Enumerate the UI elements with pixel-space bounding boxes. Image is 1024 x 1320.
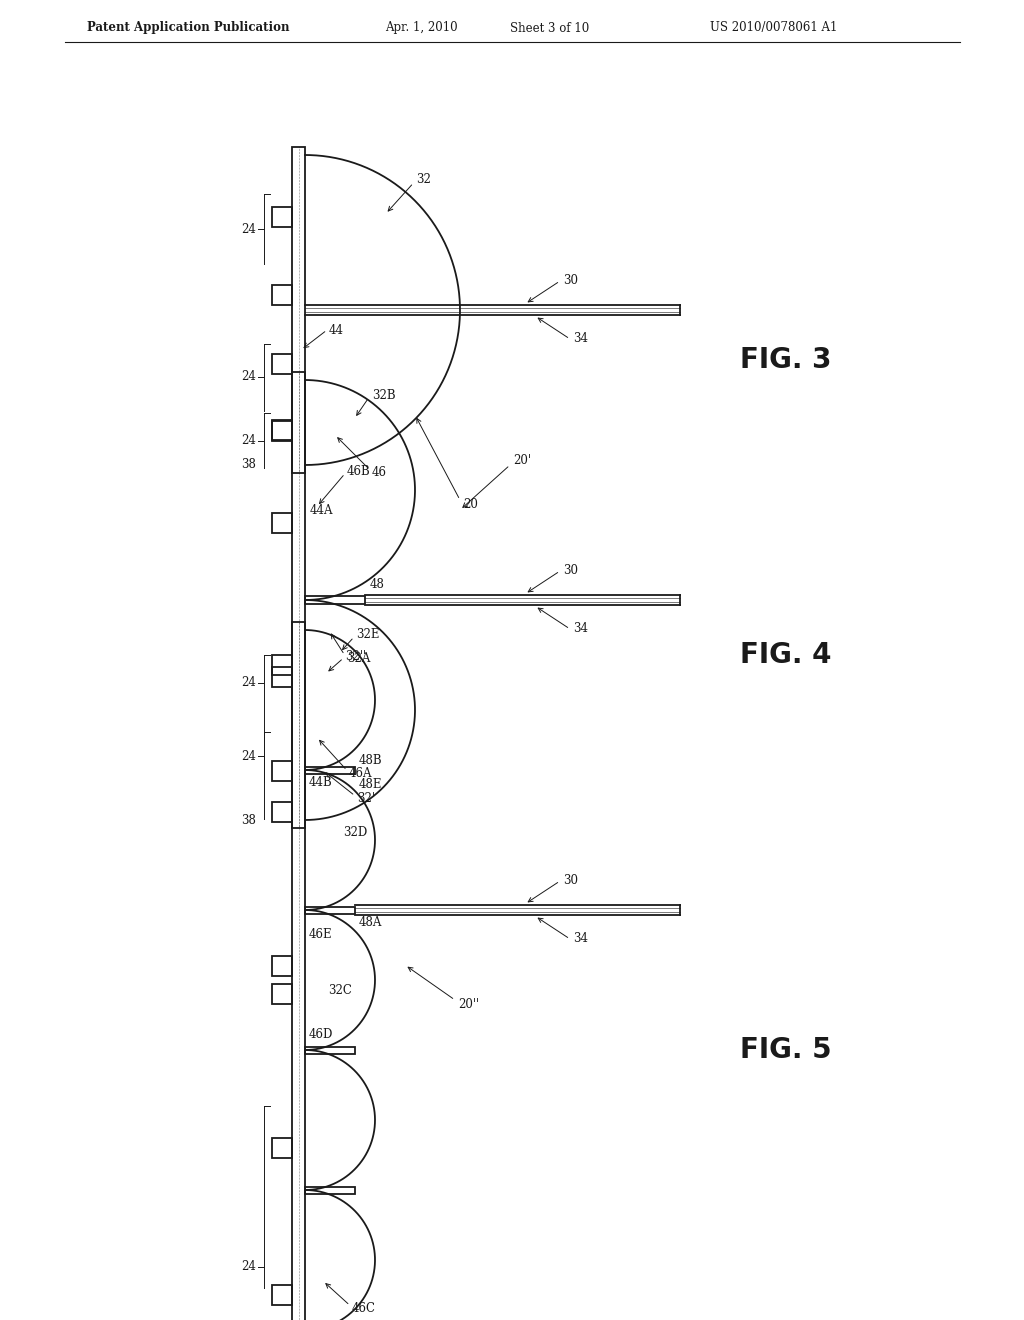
Text: 34: 34 bbox=[573, 333, 588, 346]
Text: Sheet 3 of 10: Sheet 3 of 10 bbox=[510, 21, 589, 34]
Text: US 2010/0078061 A1: US 2010/0078061 A1 bbox=[710, 21, 838, 34]
Text: Patent Application Publication: Patent Application Publication bbox=[87, 21, 290, 34]
Text: 20': 20' bbox=[513, 454, 531, 466]
Text: 32A: 32A bbox=[347, 652, 371, 664]
Text: 32D: 32D bbox=[343, 825, 368, 838]
Text: 32'': 32'' bbox=[345, 649, 367, 663]
Text: 30: 30 bbox=[563, 275, 578, 288]
Text: 24: 24 bbox=[241, 1261, 256, 1274]
Text: 32': 32' bbox=[357, 792, 375, 805]
Text: 32B: 32B bbox=[372, 389, 395, 403]
Text: 38: 38 bbox=[241, 458, 256, 471]
Text: 48A: 48A bbox=[359, 916, 382, 928]
Text: 24: 24 bbox=[241, 223, 256, 236]
Text: 20'': 20'' bbox=[458, 998, 479, 1011]
Text: 48E: 48E bbox=[359, 779, 383, 792]
Text: 46B: 46B bbox=[347, 465, 371, 478]
Text: 20: 20 bbox=[463, 499, 478, 511]
Text: 24: 24 bbox=[241, 750, 256, 763]
Text: 44: 44 bbox=[329, 323, 344, 337]
Text: 32C: 32C bbox=[328, 983, 352, 997]
Text: 24: 24 bbox=[241, 370, 256, 383]
Text: 46E: 46E bbox=[309, 928, 333, 941]
Text: 44A: 44A bbox=[310, 503, 334, 516]
Text: 46A: 46A bbox=[349, 767, 373, 780]
Text: 38: 38 bbox=[241, 813, 256, 826]
Text: 48B: 48B bbox=[359, 754, 383, 767]
Text: 34: 34 bbox=[573, 932, 588, 945]
Text: 46D: 46D bbox=[309, 1028, 334, 1041]
Text: 24: 24 bbox=[241, 676, 256, 689]
Text: 32: 32 bbox=[417, 173, 431, 186]
Text: 34: 34 bbox=[573, 623, 588, 635]
Text: 24: 24 bbox=[241, 434, 256, 447]
Text: 48: 48 bbox=[370, 578, 385, 590]
Text: FIG. 3: FIG. 3 bbox=[740, 346, 831, 374]
Text: FIG. 4: FIG. 4 bbox=[740, 642, 831, 669]
Text: 30: 30 bbox=[563, 565, 578, 578]
Text: Apr. 1, 2010: Apr. 1, 2010 bbox=[385, 21, 458, 34]
Text: 46: 46 bbox=[372, 466, 387, 479]
Text: FIG. 5: FIG. 5 bbox=[740, 1036, 831, 1064]
Text: 32E: 32E bbox=[356, 628, 380, 642]
Text: 30: 30 bbox=[563, 874, 578, 887]
Text: 44B: 44B bbox=[309, 776, 333, 788]
Text: 46C: 46C bbox=[352, 1302, 376, 1315]
